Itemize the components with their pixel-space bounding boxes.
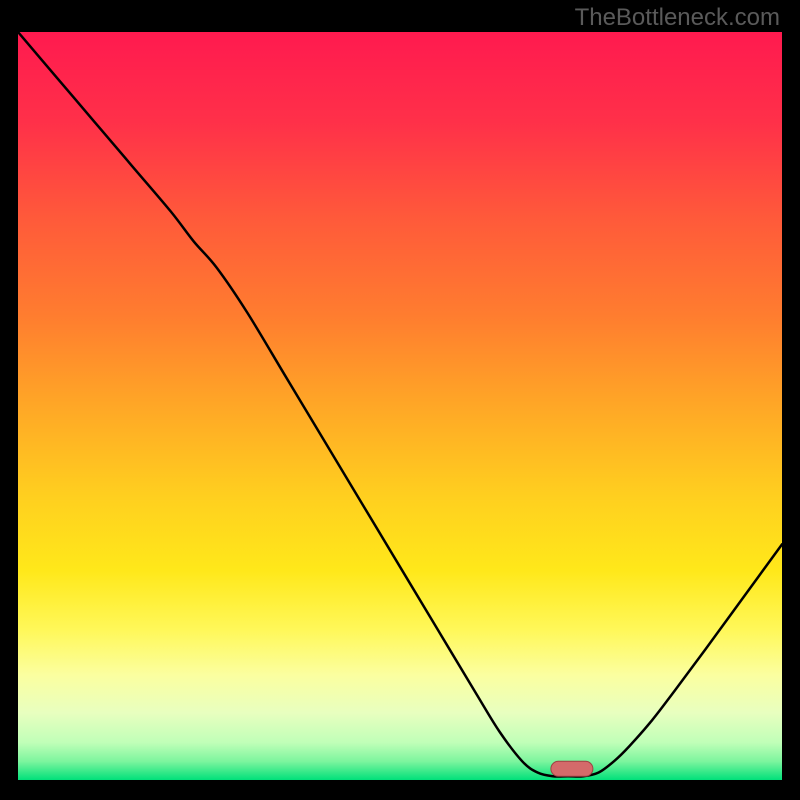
- optimal-marker: [551, 761, 593, 776]
- watermark-text: TheBottleneck.com: [575, 4, 780, 32]
- chart-container: TheBottleneck.com: [0, 0, 800, 800]
- chart-svg: [18, 32, 782, 780]
- gradient-background: [18, 32, 782, 780]
- plot-area: [18, 32, 782, 780]
